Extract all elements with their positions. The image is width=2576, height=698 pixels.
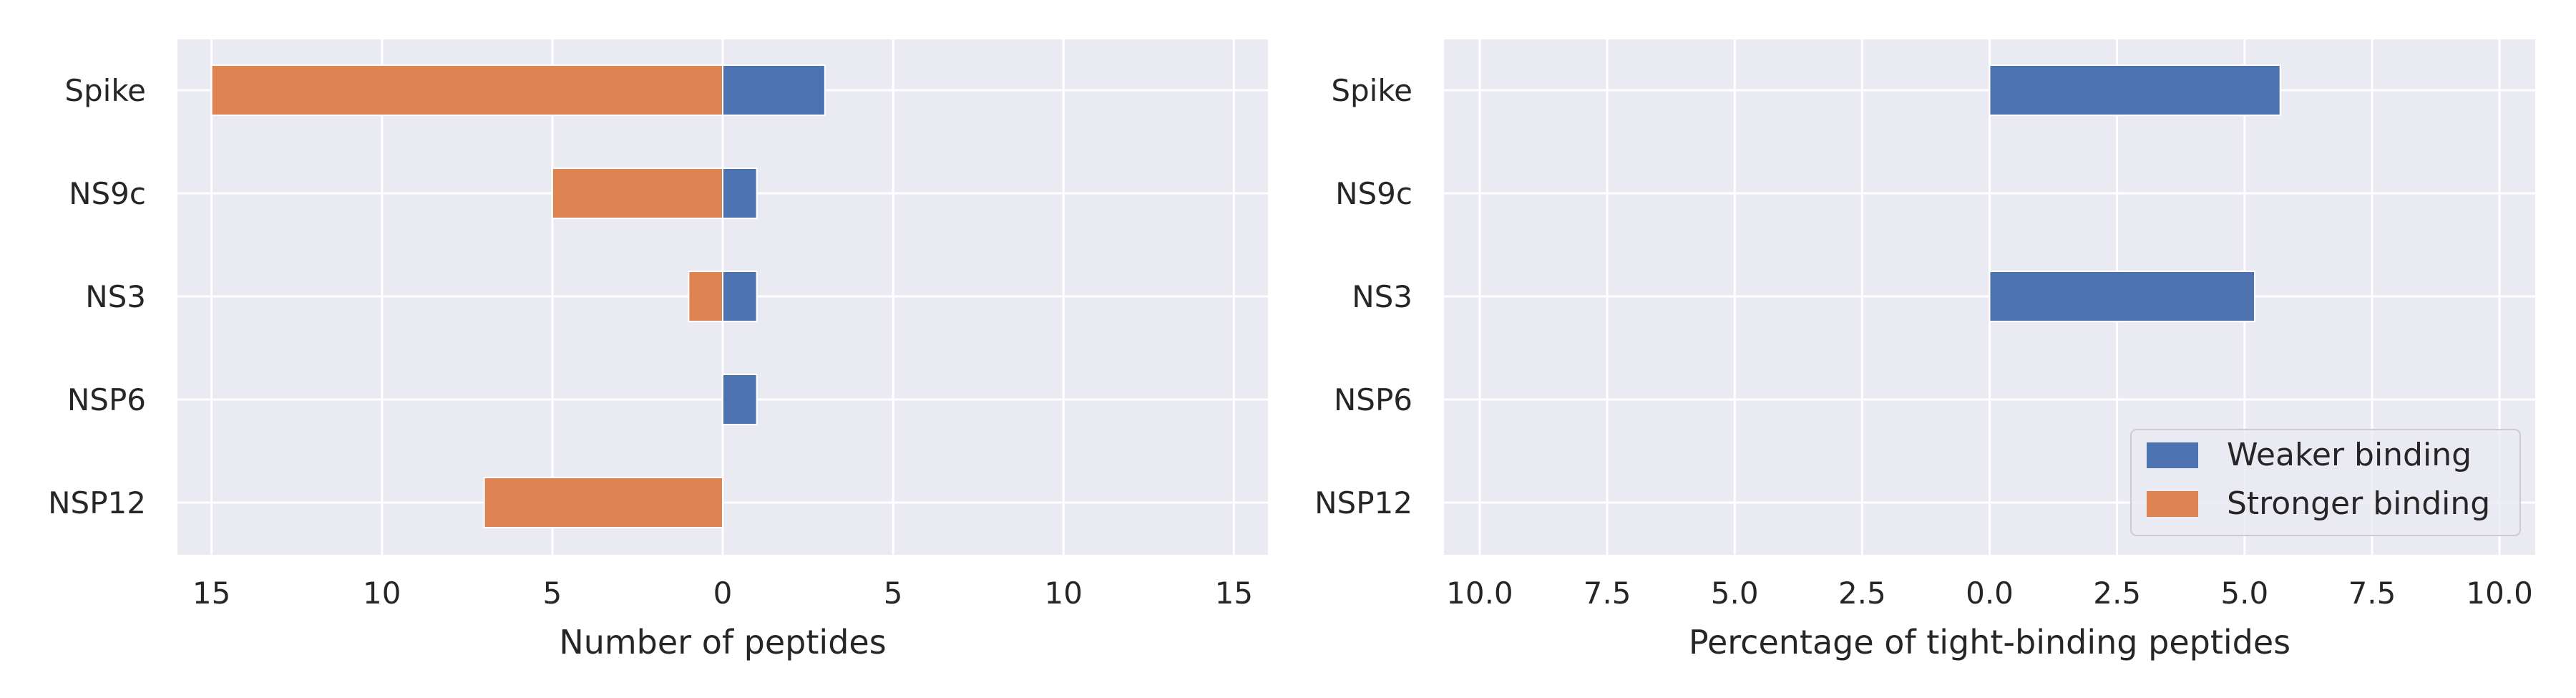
x-axis-label: Number of peptides [559,623,886,661]
x-tick-label: 10.0 [2466,576,2533,611]
x-tick-label: 5 [543,576,562,611]
x-tick-label: 10.0 [1446,576,1513,611]
y-tick-label: NSP12 [1314,485,1413,520]
x-tick-label: 5.0 [1711,576,1759,611]
legend-frame [2130,429,2521,536]
x-tick-label: 5.0 [2220,576,2268,611]
legend-swatch-stronger-binding [2147,491,2198,517]
chart-panel-peptide-counts: Spike NS9c NS3 NSP6 NSP12 15 10 5 0 5 10 15 Number o… [48,39,1268,661]
legend-label-weaker-binding: Weaker binding [2227,437,2472,473]
bar-weaker-binding-ns9c [722,168,758,219]
x-tick-label: 7.5 [2348,576,2396,611]
bar-weaker-binding-ns3 [1989,271,2256,322]
x-axis-label: Percentage of tight-binding peptides [1689,623,2290,661]
x-tick-label: 5 [884,576,903,611]
bar-weaker-binding-nsp6 [722,374,758,425]
y-tick-label: NS9c [69,176,146,211]
bar-stronger-binding-ns3 [688,271,723,322]
legend-label-stronger-binding: Stronger binding [2227,485,2490,522]
x-tick-label: 15 [1215,576,1253,611]
x-tick-label: 2.5 [1838,576,1886,611]
y-tick-label: NS3 [1352,279,1413,314]
x-tick-label: 15 [192,576,230,611]
legend: Weaker binding Stronger binding [2130,429,2521,536]
chart-panel-tight-binding-percentage: Spike NS9c NS3 NSP6 NSP12 10.0 7.5 5.0 2.5 0.0 2.5… [1314,39,2535,661]
bar-weaker-binding-ns3 [722,271,758,322]
x-tick-label: 0.0 [1966,576,2014,611]
y-tick-label: Spike [1331,73,1413,108]
y-tick-label: Spike [64,73,146,108]
x-tick-label: 2.5 [2093,576,2141,611]
x-tick-label: 0 [713,576,733,611]
y-tick-label: NS3 [85,279,146,314]
x-tick-label: 10 [1045,576,1083,611]
bar-stronger-binding-nsp12 [483,477,723,528]
x-tick-label: 10 [363,576,401,611]
y-tick-label: NSP6 [67,382,146,417]
bar-stronger-binding-spike [210,64,723,116]
bar-stronger-binding-ns9c [551,168,723,219]
bar-weaker-binding-spike [722,64,826,116]
x-tick-label: 7.5 [1584,576,1631,611]
y-tick-label: NSP6 [1334,382,1413,417]
bar-weaker-binding-spike [1989,64,2281,116]
y-tick-label: NSP12 [48,485,146,520]
y-tick-label: NS9c [1335,176,1413,211]
legend-swatch-weaker-binding [2147,442,2198,468]
